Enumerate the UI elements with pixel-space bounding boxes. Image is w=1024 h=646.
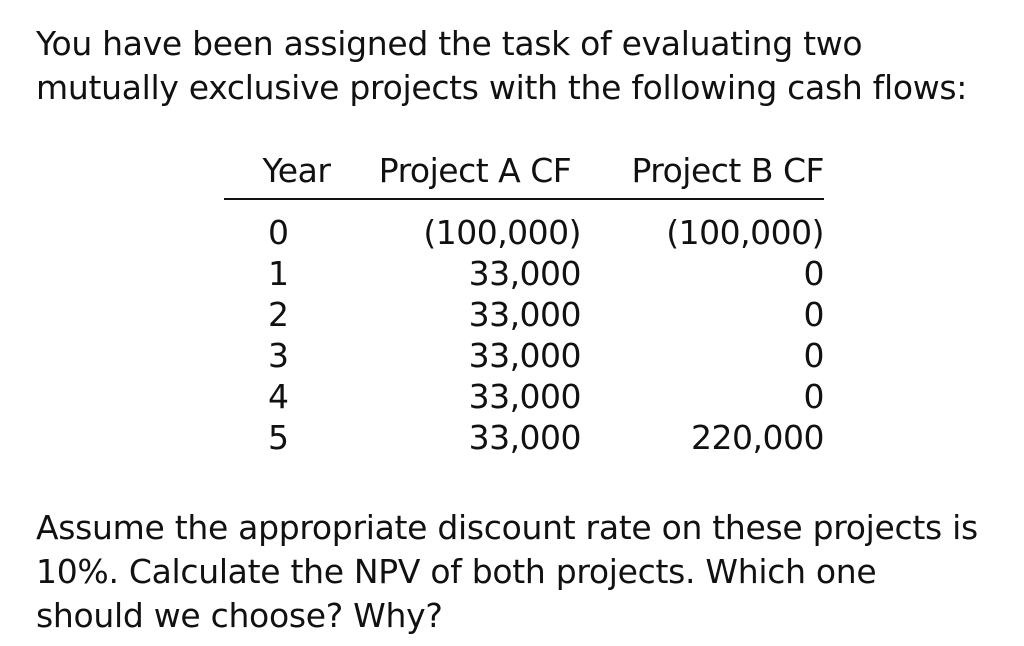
year-cell: 4 [268,377,289,416]
year-cell: 5 [268,418,289,457]
question-paragraph: Assume the appropriate discount rate on … [36,506,1011,638]
year-cell: 2 [268,295,289,334]
project-a-cell: (100,000) [423,213,582,252]
intro-line-2: mutually exclusive projects with the fol… [36,68,968,107]
header-row: Year Project A CF Project B CF [224,146,824,200]
project-a-cell: 33,000 [468,254,582,293]
project-b-cell: (100,000) [666,213,824,252]
table-header: Year Project A CF Project B CF [224,146,824,200]
project-a-cell: 33,000 [468,336,582,375]
table-row: 5 33,000 220,000 [224,417,824,458]
project-b-cell: 0 [803,254,825,293]
table-row: 1 33,000 0 [224,253,824,294]
project-a-cell: 33,000 [468,418,582,457]
project-b-cell: 0 [803,377,825,416]
project-b-cell: 220,000 [691,418,824,457]
year-cell: 1 [268,254,289,293]
year-cell: 3 [268,336,289,375]
year-cell: 0 [268,213,289,252]
table-row: 2 33,000 0 [224,294,824,335]
question-line-2: 10%. Calculate the NPV of both projects.… [36,552,877,591]
project-a-cell: 33,000 [468,377,582,416]
question-line-3: should we choose? Why? [36,596,443,635]
header-year: Year [224,146,369,200]
cash-flow-table: Year Project A CF Project B CF 0 (100,00… [224,146,824,458]
header-project-a: Project A CF [368,146,582,200]
table-body: 0 (100,000) (100,000) 1 33,000 0 2 33,00… [224,199,824,458]
table-row: 0 (100,000) (100,000) [224,199,824,253]
intro-paragraph: You have been assigned the task of evalu… [36,22,996,110]
header-project-b: Project B CF [581,146,824,200]
table-row: 4 33,000 0 [224,376,824,417]
table-row: 3 33,000 0 [224,335,824,376]
intro-line-1: You have been assigned the task of evalu… [36,24,863,63]
question-line-1: Assume the appropriate discount rate on … [36,508,978,547]
project-a-cell: 33,000 [468,295,582,334]
project-b-cell: 0 [803,336,825,375]
project-b-cell: 0 [803,295,825,334]
